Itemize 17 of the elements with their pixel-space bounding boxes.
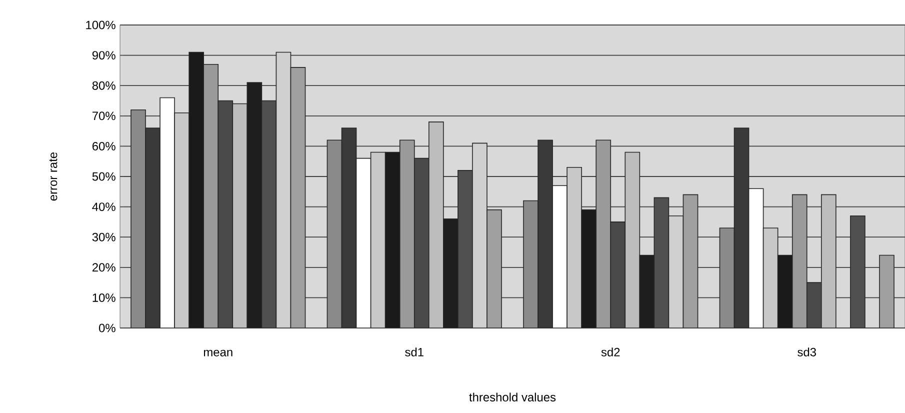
x-tick-label: sd3 [798,348,816,356]
x-tick-label: sd1 [405,348,424,356]
x-tick-label: sd2 [601,348,620,356]
y-tick-label: 40% [92,202,116,212]
y-tick-label: 0% [99,324,116,332]
x-tick-label: mean [204,350,232,356]
y-tick-label: 100% [86,20,116,30]
y-tick-label: 30% [92,232,116,242]
x-axis-title: threshold values [469,392,556,402]
y-tick-label: 70% [92,112,116,120]
y-axis-title: error rate [49,152,58,201]
y-tick-label: 80% [92,81,116,90]
y-tick-label: 20% [92,263,116,272]
y-tick-label: 60% [92,142,116,150]
y-tick-label: 90% [92,51,116,60]
y-tick-label: 10% [92,293,116,302]
y-tick-label: 50% [92,172,116,181]
